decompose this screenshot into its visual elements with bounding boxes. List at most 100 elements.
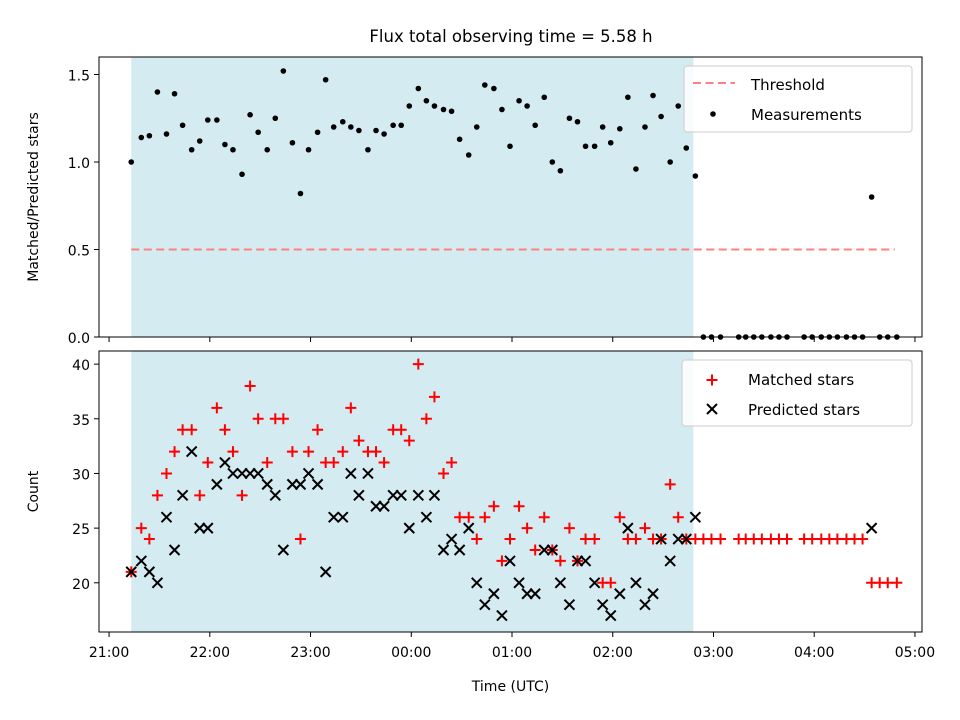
matched-star-point — [781, 533, 793, 545]
measurement-point — [482, 82, 488, 88]
legend-predicted-swatch — [706, 403, 718, 415]
matched-star-point — [370, 446, 382, 458]
predicted-star-point — [337, 511, 349, 523]
measurement-point — [214, 117, 220, 123]
predicted-star-point — [378, 500, 390, 512]
predicted-star-point — [294, 478, 307, 491]
predicted-star-point — [185, 445, 198, 458]
measurement-point — [188, 146, 195, 153]
matched-star-point — [277, 413, 289, 425]
matched-star-point — [252, 413, 264, 425]
measurement-point — [574, 118, 581, 125]
matched-star-point — [151, 489, 163, 501]
measurement-point — [591, 143, 598, 150]
matched-star-point — [261, 457, 273, 469]
matched-star-point — [312, 424, 324, 436]
measurement-point — [305, 146, 312, 153]
predicted-star-point — [622, 522, 634, 534]
matched-star-point — [428, 391, 440, 403]
matched-star-point — [513, 500, 525, 512]
predicted-star-point — [151, 577, 164, 589]
measurement-point — [633, 166, 639, 172]
measurement-point — [289, 139, 296, 146]
matched-star-point — [504, 533, 516, 545]
matched-star-point — [236, 489, 248, 501]
measurement-point — [491, 85, 497, 92]
measurement-point — [532, 122, 538, 129]
measurement-point — [339, 118, 346, 125]
x-tick-label: 22:00 — [190, 645, 230, 661]
predicted-star-point — [639, 598, 651, 611]
x-axis-label: Time (UTC) — [471, 679, 549, 695]
measurement-point — [204, 117, 211, 123]
predicted-star-point — [647, 588, 659, 600]
predicted-star-point — [596, 598, 609, 611]
predicted-star-point — [176, 489, 189, 502]
matched-star-point — [169, 446, 181, 458]
matched-star-point — [143, 533, 155, 545]
measurement-point — [625, 94, 631, 101]
measurement-point — [230, 146, 236, 153]
observing-span-shade — [131, 351, 694, 632]
predicted-star-point — [479, 598, 491, 611]
predicted-star-point — [579, 555, 592, 567]
measurement-point — [616, 125, 623, 132]
measurement-point — [264, 146, 271, 153]
predicted-star-point — [403, 522, 415, 534]
measurement-point — [692, 173, 699, 179]
measurement-point — [348, 124, 354, 130]
matched-star-point — [438, 467, 450, 479]
predicted-star-point — [420, 511, 433, 523]
measurement-point — [683, 145, 690, 151]
x-tick-label: 01:00 — [492, 645, 532, 661]
measurement-point — [247, 111, 253, 118]
matched-star-point — [672, 511, 684, 523]
predicted-star-point — [664, 555, 676, 567]
matched-star-point — [328, 457, 340, 469]
matched-star-point — [286, 446, 298, 458]
predicted-star-point — [462, 522, 475, 534]
measurement-point — [650, 92, 656, 99]
chart-title: Flux total observing time = 5.58 h — [369, 27, 652, 46]
predicted-star-point — [546, 544, 559, 556]
measurement-point — [524, 103, 530, 109]
top-axes-frame — [98, 56, 923, 338]
measurement-point — [868, 194, 875, 200]
matched-star-point — [446, 457, 458, 469]
matched-star-point — [294, 533, 306, 545]
matched-star-point — [202, 457, 214, 469]
measurement-point — [128, 159, 135, 165]
matched-star-point — [554, 555, 566, 567]
measurement-point — [239, 171, 245, 178]
measurement-point — [499, 106, 505, 113]
measurement-point — [255, 129, 261, 136]
predicted-star-point — [319, 566, 332, 578]
matched-star-point — [471, 533, 483, 545]
legend-measurements-swatch — [710, 111, 716, 117]
measurement-point — [667, 159, 673, 165]
predicted-star-point — [865, 522, 878, 534]
y-axis-label: Count — [26, 470, 42, 512]
measurement-point — [356, 127, 362, 134]
measurement-point — [516, 97, 522, 104]
matched-star-point — [563, 522, 575, 534]
matched-star-point — [857, 533, 869, 545]
predicted-star-point — [588, 577, 601, 589]
matched-star-point — [395, 424, 407, 436]
matched-star-point — [479, 511, 491, 523]
matched-star-point — [186, 424, 198, 436]
matched-star-point — [589, 533, 601, 545]
matched-star-point — [639, 522, 651, 534]
predicted-star-point — [125, 566, 137, 578]
predicted-star-point — [277, 544, 290, 556]
legend-matched-label: Matched stars — [748, 371, 854, 389]
matched-star-point — [630, 533, 642, 545]
measurement-point — [582, 143, 589, 150]
legend-box — [681, 359, 913, 427]
predicted-star-point — [362, 467, 374, 480]
predicted-star-point — [311, 478, 324, 491]
matched-star-point — [227, 446, 239, 458]
panels: 0.0 0.5 1.0 1.5 Matched/Predicted stars Thres… — [26, 56, 935, 695]
matched-star-point — [420, 413, 432, 425]
measurement-point — [658, 113, 664, 120]
